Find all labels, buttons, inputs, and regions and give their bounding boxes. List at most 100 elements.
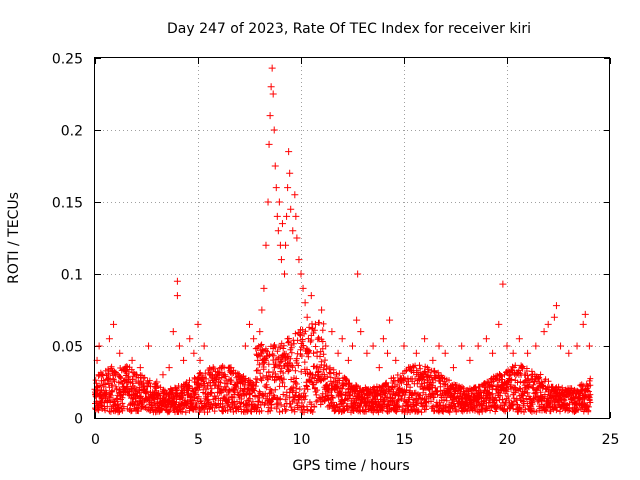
data-point [524, 349, 532, 357]
data-point [269, 90, 277, 98]
data-point [169, 328, 177, 336]
x-tick-label: 20 [499, 432, 517, 448]
data-point [235, 371, 243, 379]
data-point [357, 328, 365, 336]
data-point [474, 342, 482, 350]
data-point [299, 284, 307, 292]
data-point [499, 280, 507, 288]
data-point [392, 356, 400, 364]
data-point [295, 256, 303, 264]
data-point [110, 320, 118, 328]
data-point [503, 342, 511, 350]
data-point [273, 212, 281, 220]
data-point [194, 320, 202, 328]
data-point [266, 112, 274, 120]
data-point [101, 392, 109, 400]
data-point [275, 198, 283, 206]
data-point [349, 342, 356, 350]
data-point [278, 220, 286, 228]
data-point [200, 342, 208, 350]
data-point [489, 349, 497, 357]
data-point [265, 140, 273, 148]
data-point [186, 335, 194, 343]
data-point [338, 335, 346, 343]
data-point [363, 349, 371, 357]
data-point [482, 335, 490, 343]
data-point [206, 371, 214, 379]
data-point [190, 349, 198, 357]
data-point [318, 306, 326, 314]
data-point [173, 277, 181, 285]
data-point [301, 299, 309, 307]
x-tick-label: 15 [396, 432, 414, 448]
data-point [579, 320, 587, 328]
data-point [281, 270, 289, 278]
data-point [386, 316, 394, 324]
data-point [515, 335, 523, 343]
data-point [270, 126, 278, 134]
data-point [180, 356, 188, 364]
data-point [221, 371, 229, 379]
data-point [254, 356, 262, 364]
x-tick-label: 25 [602, 432, 620, 448]
data-point [400, 342, 408, 350]
data-point [277, 256, 285, 264]
data-point [544, 320, 552, 328]
data-point [97, 371, 105, 379]
data-point [557, 342, 565, 350]
data-point [532, 342, 540, 350]
y-tick-label: 0.05 [52, 340, 83, 356]
data-point [256, 328, 264, 336]
data-point [303, 313, 311, 321]
data-point [307, 292, 315, 300]
data-point [262, 241, 270, 249]
data-point [215, 378, 223, 386]
data-point [435, 342, 443, 350]
data-point [328, 328, 336, 336]
data-point [509, 349, 517, 357]
data-point [165, 364, 173, 372]
data-point [267, 83, 275, 91]
data-point [441, 349, 449, 357]
data-point [354, 270, 362, 278]
plot-frame [94, 57, 610, 419]
axis-ticks [95, 58, 611, 419]
x-tick-label: 0 [91, 432, 100, 448]
data-point [116, 349, 124, 357]
y-tick-label: 0.1 [61, 268, 83, 284]
data-point [246, 320, 253, 328]
data-point [112, 371, 120, 379]
data-point [128, 356, 136, 364]
data-point [260, 284, 268, 292]
data-point [375, 364, 383, 372]
data-point [271, 162, 279, 170]
data-point [379, 335, 387, 343]
data-point [250, 335, 258, 343]
data-point [466, 356, 474, 364]
data-point [274, 227, 282, 235]
data-point [449, 364, 457, 372]
data-point [268, 64, 276, 72]
data-point [353, 316, 361, 324]
data-point [297, 270, 305, 278]
data-point [573, 342, 581, 350]
data-point [285, 148, 293, 156]
data-point [159, 371, 167, 379]
data-point [282, 241, 290, 249]
data-point [585, 342, 593, 350]
data-point [458, 342, 466, 350]
data-point [322, 342, 330, 350]
data-point [132, 371, 140, 379]
data-point [540, 328, 548, 336]
data-point [550, 313, 558, 321]
data-point [334, 349, 342, 357]
data-point [284, 184, 292, 192]
data-point [140, 385, 148, 393]
x-tick-label: 5 [194, 432, 203, 448]
y-tick-label: 0.25 [52, 52, 83, 68]
data-point [291, 191, 299, 199]
data-point [344, 356, 352, 364]
data-point [122, 385, 130, 393]
data-point [145, 342, 153, 350]
